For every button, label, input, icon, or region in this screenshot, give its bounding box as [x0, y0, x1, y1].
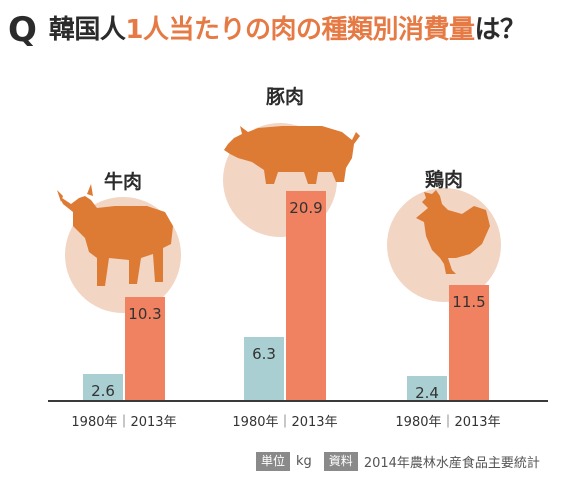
unit-value: kg	[296, 454, 312, 469]
source-value: 2014年農林水産食品主要統計	[363, 456, 540, 471]
bar-1980	[407, 376, 447, 400]
pig-icon-shape	[224, 126, 360, 184]
cow-icon-shape	[57, 184, 173, 286]
pig-icon	[224, 126, 360, 184]
source-tag: 資料	[323, 452, 358, 471]
bar-1980	[83, 374, 123, 400]
data-label: 11.5	[452, 293, 485, 311]
page-title: Q 韓国人 1人当たりの肉の種類別消費量 は？	[8, 8, 526, 52]
unit-tag: 単位	[256, 452, 291, 471]
year-label: 1980年｜2013年	[71, 415, 176, 430]
category-label: 鶏肉	[425, 168, 463, 191]
data-label: 2.6	[91, 382, 115, 400]
bar-2013	[286, 191, 326, 400]
bar-1980	[244, 337, 284, 400]
data-label: 2.4	[415, 384, 439, 402]
chicken-icon	[416, 190, 490, 274]
question-mark-icon: Q	[8, 10, 37, 50]
category-label: 牛肉	[104, 170, 142, 193]
data-label: 6.3	[252, 345, 276, 363]
x-axis-line	[48, 400, 548, 402]
data-label: 20.9	[289, 199, 322, 217]
title-part-3: は？	[474, 15, 527, 45]
year-label: 1980年｜2013年	[232, 415, 337, 430]
chart-footer: 単位 kg 資料 2014年農林水産食品主要統計	[256, 452, 552, 471]
data-label: 10.3	[128, 305, 161, 323]
title-part-1: 韓国人	[48, 15, 126, 45]
bar-2013	[449, 285, 489, 400]
bar-2013	[125, 297, 165, 400]
chicken-icon-shape	[416, 190, 490, 274]
category-label: 豚肉	[266, 85, 304, 108]
title-part-2: 1人当たりの肉の種類別消費量	[125, 15, 475, 45]
year-label: 1980年｜2013年	[395, 415, 500, 430]
cow-icon	[57, 184, 173, 286]
